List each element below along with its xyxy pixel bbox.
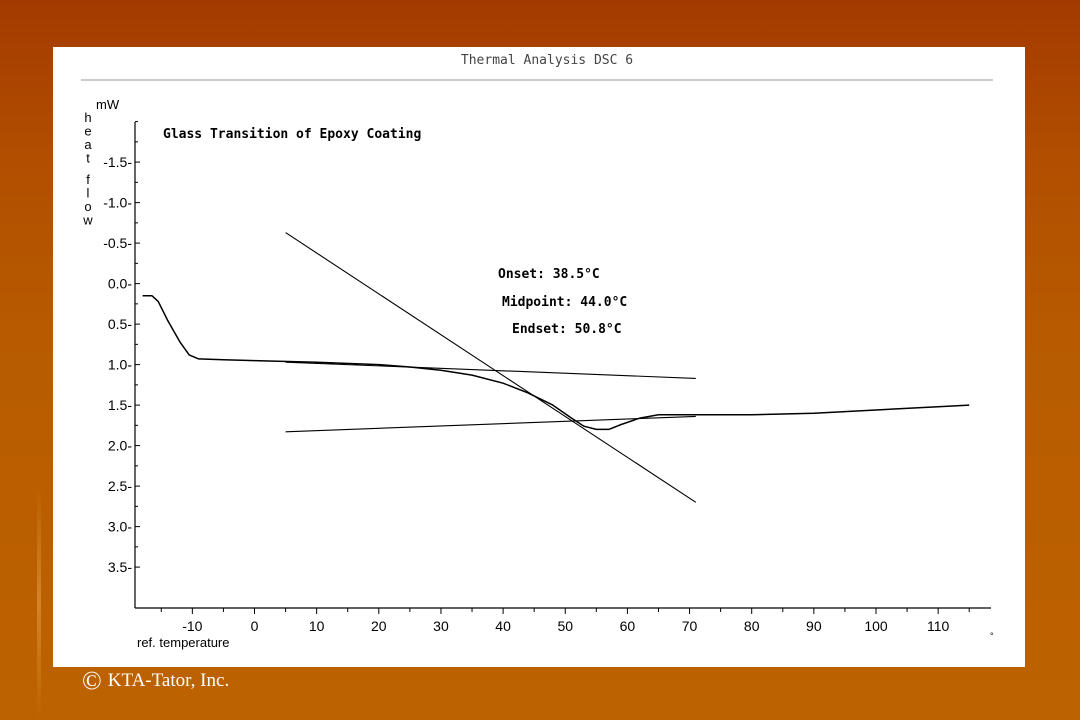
tangent-line [285, 361, 696, 379]
y-tick-label: 1.5- [108, 397, 132, 413]
y-tick-label: -0.5- [103, 235, 132, 251]
y-axis-label-char: w [82, 213, 93, 228]
x-tick-label: 90 [806, 618, 822, 634]
x-tick-label: -10 [182, 618, 202, 634]
dsc-chart: Thermal Analysis DSC 6 Glass Transition … [81, 53, 994, 650]
chart-title: Glass Transition of Epoxy Coating [163, 127, 421, 142]
y-axis-label-char: f [86, 172, 90, 187]
axes: -1.5- -1.0- -0.5- 0.0- 0.5- 1.0- 1.5- 2.0- 2.5- 3… [103, 121, 991, 634]
y-axis-label-char: h [84, 110, 91, 125]
tangent-line [285, 232, 697, 503]
annotations: Onset: 38.5°C Midpoint: 44.0°C Endset: 50.… [498, 267, 627, 337]
x-tick-label: 0 [251, 618, 259, 634]
copyright-notice: © KTA-Tator, Inc. [82, 668, 229, 694]
x-tick-label: 80 [744, 618, 760, 634]
y-tick-label: -1.5- [103, 154, 132, 170]
x-tick-label: 30 [433, 618, 449, 634]
y-axis-label-char: a [84, 137, 92, 152]
y-tick-label: 0.0- [108, 276, 132, 292]
window-title: Thermal Analysis DSC 6 [461, 53, 633, 68]
annotation-label: Onset: 38.5°C [498, 267, 600, 282]
series-group [142, 232, 970, 503]
chart-panel: Thermal Analysis DSC 6 Glass Transition … [53, 47, 1025, 667]
copyright-text: KTA-Tator, Inc. [107, 670, 230, 691]
x-tick-label: 70 [682, 618, 698, 634]
heat-flow-curve [142, 295, 970, 431]
x-tick-label: 50 [557, 618, 573, 634]
x-tick-label: 100 [864, 618, 888, 634]
y-tick-label: 0.5- [108, 316, 132, 332]
x-tick-label: 20 [371, 618, 387, 634]
x-tick-label: 40 [495, 618, 511, 634]
y-tick-label: -1.0- [103, 195, 132, 211]
slide-accent-stripe [37, 485, 41, 720]
tangent-line [285, 415, 696, 433]
y-tick-label: 1.0- [108, 357, 132, 373]
copyright-icon: © [82, 666, 102, 695]
y-tick-label: 2.0- [108, 438, 132, 454]
x-axis-label: ref. temperature [137, 635, 230, 650]
y-axis-label-char: l [87, 186, 90, 201]
annotation-label: Endset: 50.8°C [512, 322, 622, 337]
y-tick-label: 3.0- [108, 519, 132, 535]
y-axis-label-char: o [84, 199, 91, 214]
y-unit-label: mW [96, 97, 120, 112]
y-tick-label: 2.5- [108, 478, 132, 494]
x-tick-label: 10 [309, 618, 325, 634]
x-unit-mark: ° [990, 631, 994, 641]
y-tick-label: 3.5- [108, 559, 132, 575]
y-axis-label-char: e [84, 124, 91, 139]
x-tick-label: 110 [927, 618, 950, 634]
y-axis-label-char: t [86, 151, 90, 166]
x-tick-label: 60 [620, 618, 636, 634]
annotation-label: Midpoint: 44.0°C [502, 295, 627, 310]
